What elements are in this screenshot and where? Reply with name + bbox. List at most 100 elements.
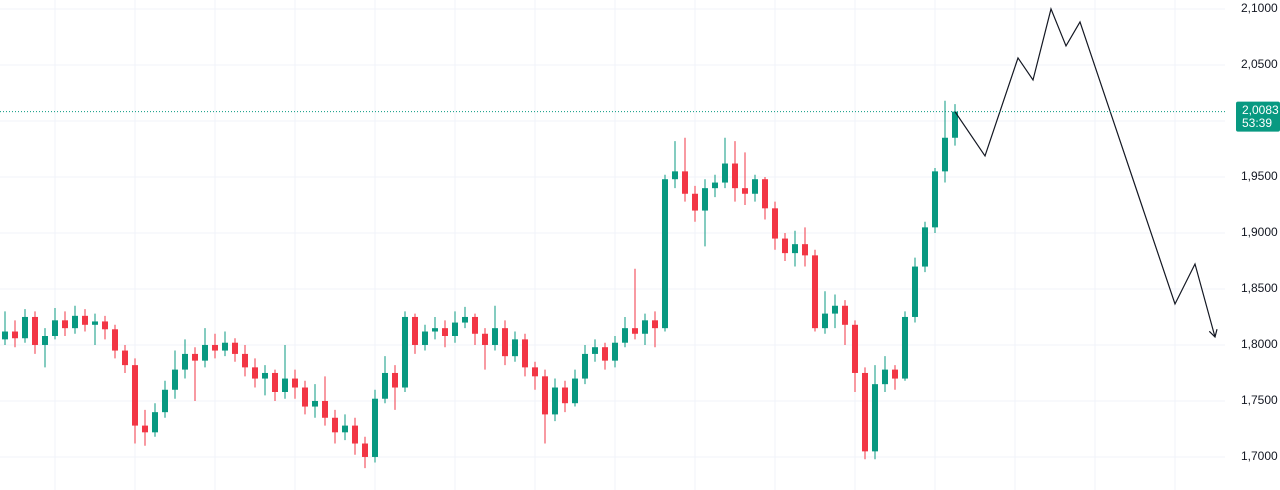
candle-body bbox=[372, 398, 378, 457]
candle-body bbox=[542, 376, 548, 415]
candle-body bbox=[942, 137, 948, 172]
candle-body bbox=[552, 387, 558, 415]
candle-body bbox=[722, 163, 728, 183]
candle-body bbox=[802, 244, 808, 256]
candle-body bbox=[842, 305, 848, 325]
candle-body bbox=[82, 315, 88, 325]
candle-body bbox=[42, 336, 48, 345]
last-price-box bbox=[1236, 101, 1280, 132]
candle-body bbox=[432, 328, 438, 332]
candle-body bbox=[272, 372, 278, 392]
candle-body bbox=[462, 316, 468, 323]
candle-body bbox=[592, 347, 598, 354]
candle-body bbox=[922, 227, 928, 267]
candle-body bbox=[932, 171, 938, 228]
candle-body bbox=[102, 321, 108, 330]
candle-body bbox=[392, 372, 398, 388]
candle-body bbox=[832, 305, 838, 314]
last-price-label: 2,0083 bbox=[1242, 103, 1279, 117]
candle-body bbox=[232, 342, 238, 354]
candle-body bbox=[332, 417, 338, 433]
candle-body bbox=[752, 179, 758, 194]
candle-body bbox=[852, 324, 858, 373]
candle-body bbox=[762, 179, 768, 209]
candle-body bbox=[32, 316, 38, 345]
candle-body bbox=[182, 353, 188, 370]
countdown-label: 53:39 bbox=[1242, 116, 1272, 130]
candle-body bbox=[712, 182, 718, 189]
candle-body bbox=[692, 193, 698, 211]
candle-body bbox=[822, 313, 828, 329]
candle-body bbox=[12, 331, 18, 339]
candle-body bbox=[352, 425, 358, 444]
candle-body bbox=[702, 188, 708, 211]
y-tick-label: 2,1000 bbox=[1241, 1, 1278, 15]
candle-body bbox=[382, 372, 388, 399]
candle-body bbox=[902, 316, 908, 379]
candle-body bbox=[912, 266, 918, 317]
candle-body bbox=[472, 316, 478, 334]
candle-body bbox=[632, 328, 638, 334]
candle-body bbox=[662, 179, 668, 329]
y-tick-label: 1,9000 bbox=[1241, 225, 1278, 239]
candle-body bbox=[492, 328, 498, 345]
candle-body bbox=[792, 244, 798, 254]
candle-body bbox=[362, 443, 368, 457]
candle-body bbox=[22, 316, 28, 339]
candle-body bbox=[862, 372, 868, 452]
candle-body bbox=[502, 328, 508, 357]
candle-body bbox=[212, 344, 218, 351]
candle-body bbox=[602, 347, 608, 361]
candle-body bbox=[512, 339, 518, 357]
candle-body bbox=[172, 369, 178, 390]
candle-body bbox=[562, 387, 568, 404]
y-tick-label: 1,7500 bbox=[1241, 393, 1278, 407]
y-tick-label: 1,7000 bbox=[1241, 449, 1278, 463]
candle-body bbox=[52, 320, 58, 336]
candle-body bbox=[302, 387, 308, 407]
candle-body bbox=[62, 320, 68, 329]
candle-body bbox=[892, 369, 898, 379]
candle-body bbox=[202, 344, 208, 361]
candle-body bbox=[882, 369, 888, 385]
candle-body bbox=[732, 163, 738, 189]
candle-body bbox=[262, 372, 268, 379]
candle-body bbox=[782, 238, 788, 254]
candle-body bbox=[2, 331, 8, 340]
candle-body bbox=[282, 378, 288, 392]
candle-body bbox=[572, 378, 578, 404]
candle-body bbox=[742, 188, 748, 194]
candle-body bbox=[452, 322, 458, 336]
candle-body bbox=[252, 367, 258, 379]
candle-body bbox=[872, 384, 878, 452]
candle-body bbox=[192, 353, 198, 361]
candle-body bbox=[112, 329, 118, 351]
candle-body bbox=[442, 328, 448, 336]
candle-body bbox=[532, 367, 538, 377]
candle-body bbox=[72, 315, 78, 329]
candle-body bbox=[582, 353, 588, 379]
candle-body bbox=[312, 400, 318, 407]
candle-body bbox=[342, 425, 348, 433]
candle-body bbox=[642, 320, 648, 334]
candle-body bbox=[242, 353, 248, 368]
candle-body bbox=[222, 342, 228, 351]
candle-body bbox=[292, 378, 298, 388]
y-tick-label: 1,9500 bbox=[1241, 169, 1278, 183]
candle-body bbox=[652, 320, 658, 329]
candle-body bbox=[612, 342, 618, 361]
candle-body bbox=[482, 333, 488, 345]
candle-body bbox=[952, 111, 958, 138]
y-tick-label: 2,0500 bbox=[1241, 57, 1278, 71]
candle-body bbox=[152, 412, 158, 433]
candle-body bbox=[622, 328, 628, 343]
candle-body bbox=[772, 208, 778, 239]
projection-line bbox=[954, 7, 1218, 339]
candle-body bbox=[682, 171, 688, 194]
candle-body bbox=[672, 171, 678, 180]
candle-body bbox=[162, 389, 168, 413]
candle-body bbox=[422, 331, 428, 345]
y-tick-label: 1,8000 bbox=[1241, 337, 1278, 351]
